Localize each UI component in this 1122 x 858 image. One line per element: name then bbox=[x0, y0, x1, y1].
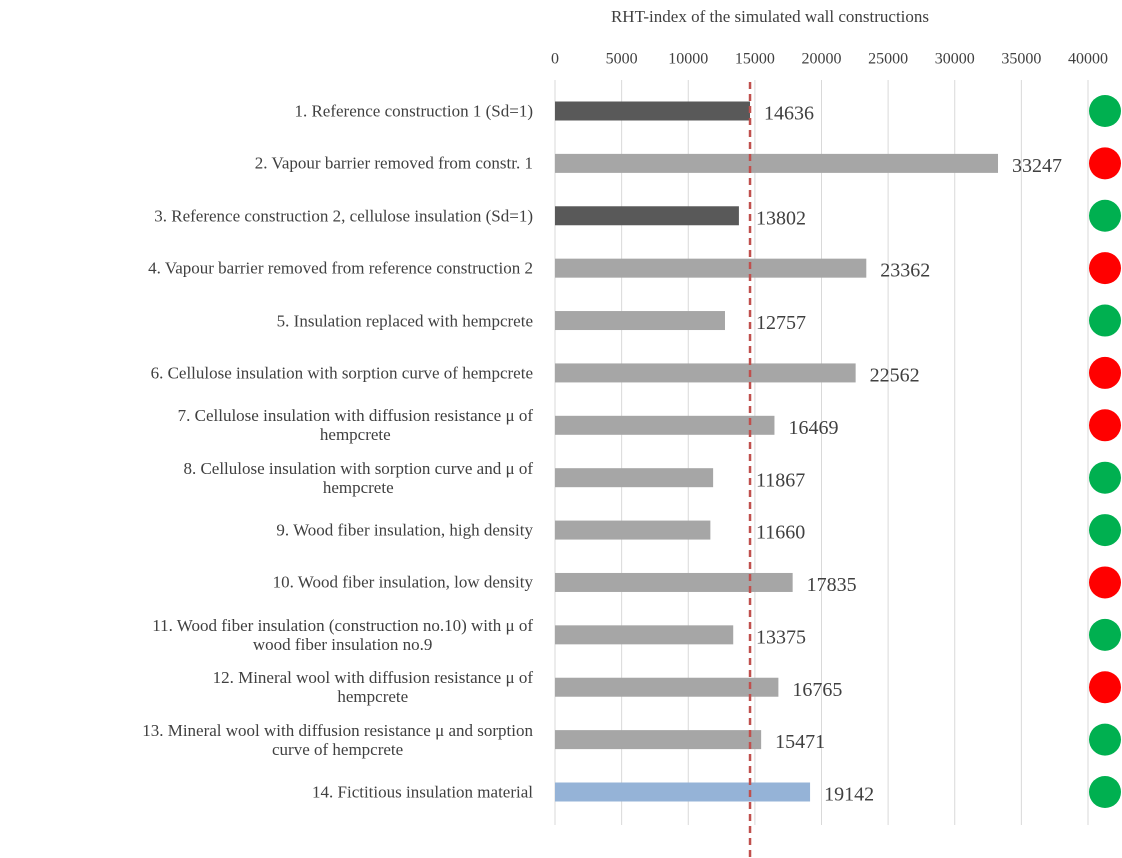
category-label: 2. Vapour barrier removed from constr. 1 bbox=[254, 153, 533, 173]
status-indicator bbox=[1089, 356, 1121, 389]
value-label: 11660 bbox=[756, 522, 805, 544]
bar bbox=[555, 572, 793, 592]
value-label: 16765 bbox=[792, 679, 842, 701]
category-label: 5. Insulation replaced with hempcrete bbox=[276, 311, 533, 331]
category-label: 10. Wood fiber insulation, low density bbox=[272, 572, 533, 592]
status-indicator bbox=[1089, 566, 1121, 599]
value-label: 16469 bbox=[788, 417, 838, 439]
value-label: 22562 bbox=[870, 365, 920, 387]
status-indicator bbox=[1089, 776, 1121, 808]
category-label: 1. Reference construction 1 (Sd=1) bbox=[294, 101, 533, 121]
x-tick-label: 10000 bbox=[668, 51, 708, 68]
category-label: 11. Wood fiber insulation (construction … bbox=[152, 615, 533, 654]
x-tick-label: 15000 bbox=[735, 51, 775, 68]
category-label: 4. Vapour barrier removed from reference… bbox=[148, 258, 533, 278]
bar bbox=[555, 258, 867, 278]
category-label: 9. Wood fiber insulation, high density bbox=[276, 520, 533, 540]
category-label: 14. Fictitious insulation material bbox=[312, 782, 533, 802]
status-indicator bbox=[1089, 252, 1121, 285]
x-tick-label: 40000 bbox=[1068, 51, 1108, 68]
status-indicator bbox=[1089, 409, 1121, 442]
bar bbox=[555, 782, 811, 802]
category-label: 8. Cellulose insulation with sorption cu… bbox=[183, 458, 533, 497]
bar bbox=[555, 415, 775, 435]
value-label: 19142 bbox=[824, 784, 874, 806]
bar bbox=[555, 730, 762, 750]
status-indicator bbox=[1089, 671, 1121, 704]
bar bbox=[555, 625, 734, 645]
status-indicator bbox=[1089, 723, 1121, 756]
chart-title: RHT-index of the simulated wall construc… bbox=[611, 7, 929, 26]
x-tick-label: 5000 bbox=[606, 51, 638, 68]
bar bbox=[555, 468, 714, 488]
value-label: 14636 bbox=[764, 103, 814, 125]
bar bbox=[555, 311, 725, 331]
status-indicator bbox=[1089, 618, 1121, 651]
category-label: 12. Mineral wool with diffusion resistan… bbox=[212, 668, 533, 707]
value-label: 12757 bbox=[756, 312, 806, 334]
status-indicator bbox=[1089, 304, 1121, 337]
x-tick-label: 25000 bbox=[868, 51, 908, 68]
bar bbox=[555, 520, 711, 540]
status-indicator bbox=[1089, 147, 1121, 180]
category-label: 7. Cellulose insulation with diffusion r… bbox=[177, 406, 533, 445]
status-indicator bbox=[1089, 199, 1121, 232]
x-tick-label: 20000 bbox=[802, 51, 842, 68]
status-indicator bbox=[1089, 95, 1121, 127]
bar bbox=[555, 206, 739, 226]
category-label: 6. Cellulose insulation with sorption cu… bbox=[150, 363, 533, 383]
bar bbox=[555, 677, 779, 697]
value-label: 11867 bbox=[756, 469, 805, 491]
category-label: 13. Mineral wool with diffusion resistan… bbox=[142, 720, 533, 759]
category-label: 3. Reference construction 2, cellulose i… bbox=[154, 206, 533, 226]
value-label: 23362 bbox=[880, 260, 930, 282]
value-label: 33247 bbox=[1012, 155, 1062, 177]
value-label: 13375 bbox=[756, 626, 806, 648]
value-label: 15471 bbox=[775, 731, 825, 753]
x-tick-label: 0 bbox=[551, 51, 559, 68]
bar bbox=[555, 363, 856, 383]
status-indicator bbox=[1089, 461, 1121, 494]
value-label: 13802 bbox=[756, 207, 806, 229]
x-tick-label: 30000 bbox=[935, 51, 975, 68]
bar bbox=[555, 153, 999, 173]
value-label: 17835 bbox=[807, 574, 857, 596]
x-tick-label: 35000 bbox=[1001, 51, 1041, 68]
status-indicator bbox=[1089, 514, 1121, 547]
bar bbox=[555, 101, 751, 121]
